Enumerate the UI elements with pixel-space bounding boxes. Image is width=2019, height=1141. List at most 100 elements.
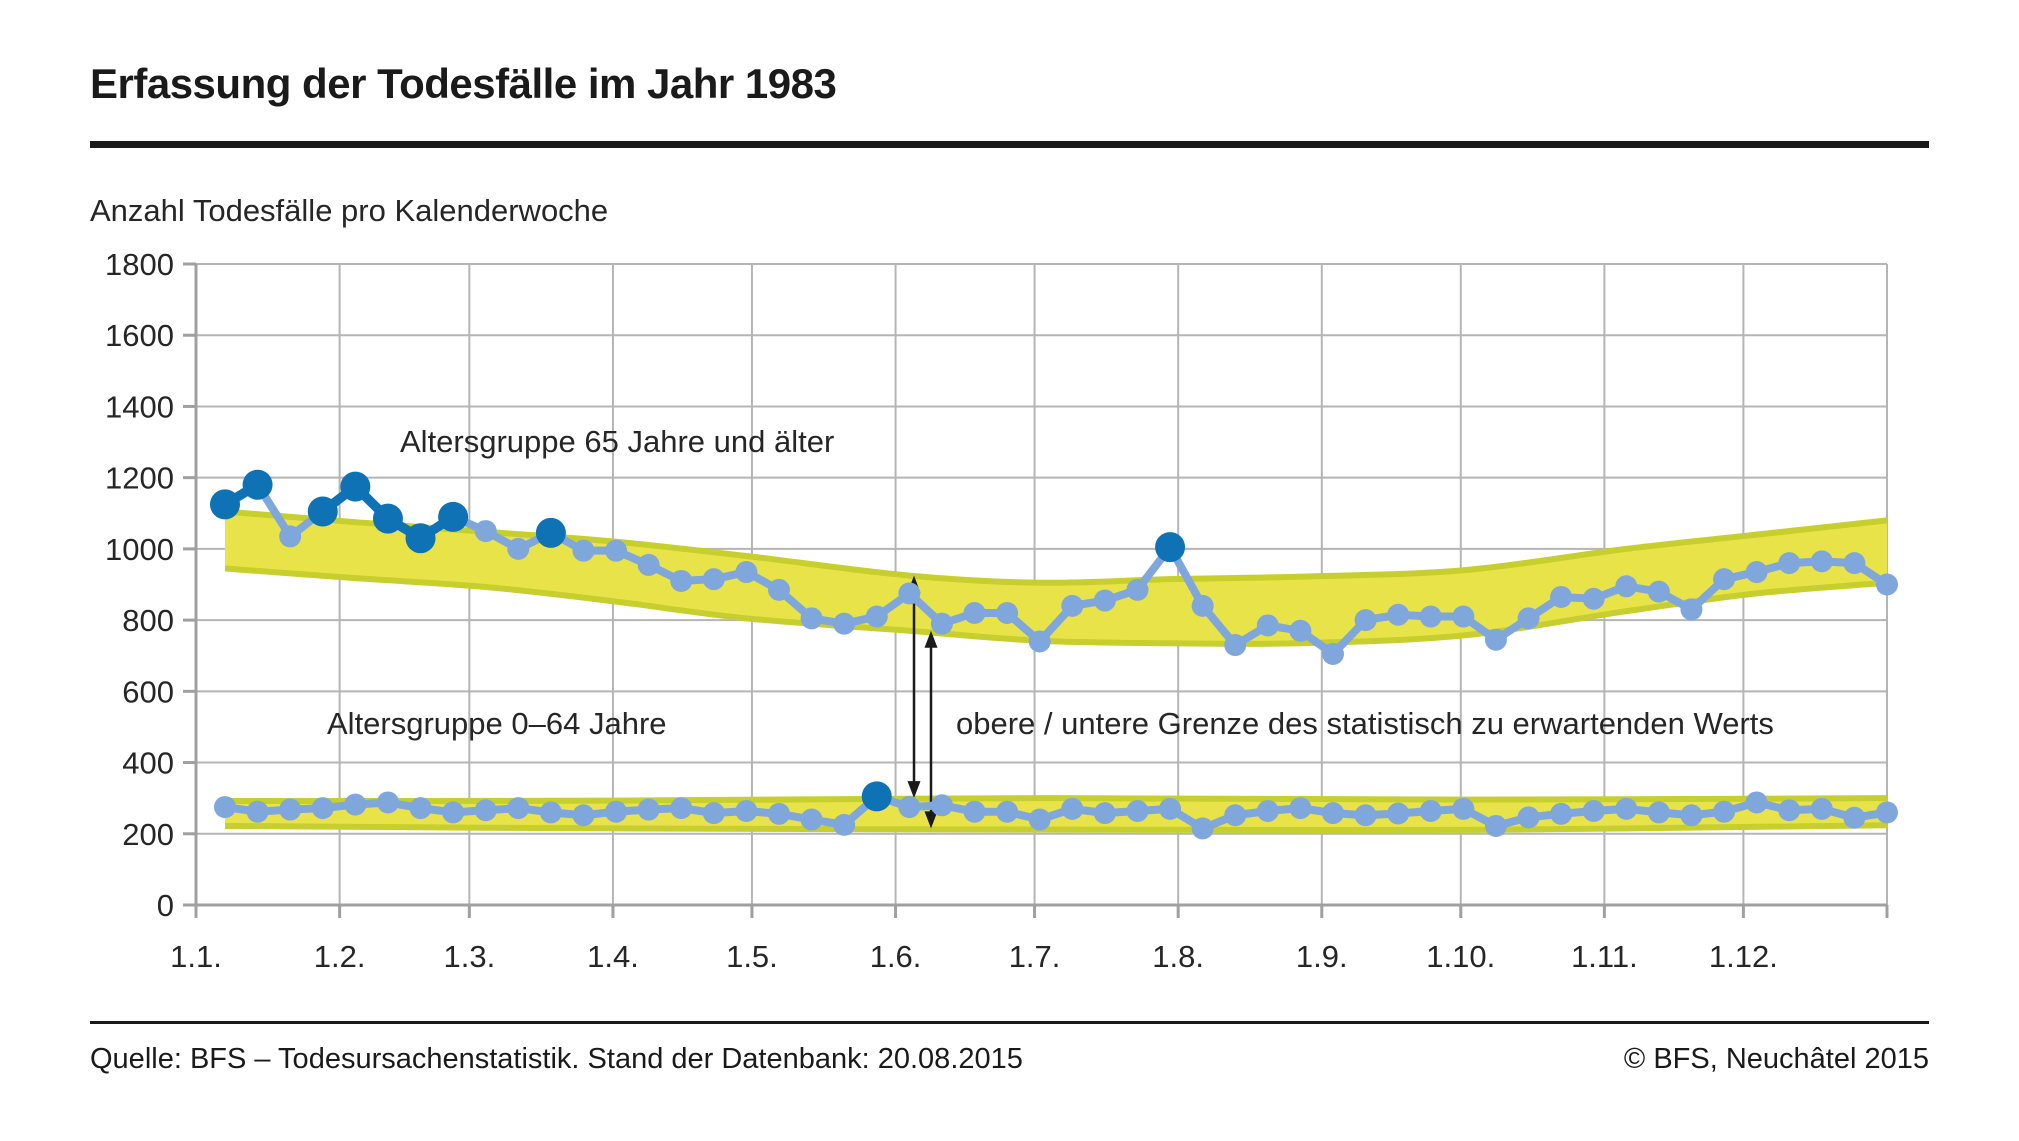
data-point	[1126, 799, 1149, 822]
data-point-highlighted	[1155, 532, 1186, 563]
data-point	[1322, 642, 1344, 665]
data-point	[1713, 568, 1736, 591]
data-point	[1582, 799, 1605, 822]
data-point	[1615, 797, 1638, 820]
series-0	[210, 469, 1898, 665]
data-point	[1093, 589, 1116, 612]
data-point	[1517, 607, 1540, 630]
data-point	[507, 537, 530, 560]
series-0-line	[221, 480, 1891, 658]
data-point	[1550, 585, 1573, 608]
data-point	[1680, 598, 1703, 621]
data-point-highlighted	[210, 489, 240, 520]
x-axis-label-4: 1.4.	[587, 939, 639, 974]
data-point	[1484, 628, 1507, 651]
y-axis-label-0: 0	[157, 888, 174, 923]
data-point	[637, 798, 660, 821]
data-point	[1876, 573, 1898, 596]
data-point	[833, 612, 856, 635]
y-axis-label-200: 200	[122, 817, 174, 852]
data-point	[1028, 808, 1051, 831]
data-point	[279, 798, 302, 821]
axis-label-layer: 0 200 400 600 800 1000 1200 1400 1600 1800 1.1. 1.2…	[105, 247, 1778, 974]
source-note: Quelle: BFS – Todesursachenstatistik. St…	[90, 1043, 1023, 1075]
series-layer	[210, 469, 1898, 840]
x-axis-label-10: 1.10.	[1426, 939, 1495, 974]
data-point	[605, 539, 628, 562]
data-point	[1778, 799, 1801, 822]
data-point-highlighted	[340, 471, 371, 502]
data-point	[1224, 804, 1247, 827]
data-point	[1354, 804, 1377, 827]
x-axis-label-11: 1.11.	[1571, 939, 1638, 974]
data-point-highlighted	[242, 469, 273, 500]
data-point	[1126, 578, 1149, 601]
x-axis-label-2: 1.2.	[314, 939, 366, 974]
data-point	[1843, 552, 1866, 575]
data-point	[735, 799, 758, 822]
data-point	[1452, 605, 1475, 628]
x-axis-label-7: 1.7.	[1009, 939, 1061, 974]
y-axis-label-1600: 1600	[105, 318, 174, 353]
data-point	[1419, 605, 1442, 628]
y-axis-label-600: 600	[122, 674, 174, 709]
data-point	[572, 539, 595, 562]
data-point	[1387, 603, 1410, 626]
data-point	[1615, 575, 1638, 598]
data-point	[1484, 814, 1507, 837]
data-point	[963, 800, 986, 823]
arrowhead-down-icon	[924, 811, 938, 829]
data-point	[1191, 594, 1214, 617]
y-axis-label-1200: 1200	[105, 461, 174, 496]
data-point	[865, 605, 888, 628]
data-point	[735, 561, 758, 584]
data-point-highlighted	[372, 503, 403, 534]
page-title: Erfassung der Todesfälle im Jahr 1983	[90, 60, 837, 107]
data-point	[670, 797, 693, 820]
data-point	[702, 802, 725, 825]
data-point	[1647, 801, 1670, 824]
data-point	[474, 520, 497, 543]
data-point-highlighted	[405, 523, 436, 554]
x-axis-label-8: 1.8.	[1152, 939, 1204, 974]
data-point	[1028, 630, 1051, 653]
data-point	[1452, 797, 1475, 820]
x-axis-label-9: 1.9.	[1296, 939, 1348, 974]
data-point	[376, 791, 399, 814]
data-point	[930, 612, 953, 635]
data-point	[474, 799, 497, 822]
data-point	[1256, 614, 1279, 637]
arrowhead-up-icon	[924, 630, 938, 648]
data-point	[442, 801, 465, 824]
data-point	[1876, 801, 1898, 824]
data-point	[670, 569, 693, 592]
data-point	[1061, 594, 1084, 617]
data-point	[833, 813, 856, 836]
data-point-highlighted	[438, 501, 469, 532]
y-axis-label-1000: 1000	[105, 532, 174, 567]
expected-band-1-upper-edge	[224, 795, 1888, 805]
y-axis-label-800: 800	[122, 603, 174, 638]
annotation-bounds-label: obere / untere Grenze des statistisch zu…	[956, 706, 1774, 741]
data-point	[605, 800, 628, 823]
data-point	[1517, 806, 1540, 829]
data-point	[1093, 802, 1116, 825]
data-point	[246, 800, 269, 823]
data-point	[1550, 802, 1573, 825]
data-point	[1224, 634, 1247, 657]
data-point	[1745, 561, 1768, 584]
copyright-note: © BFS, Neuchâtel 2015	[1623, 1043, 1929, 1075]
data-point	[1582, 587, 1605, 610]
data-point	[1354, 609, 1377, 632]
y-axis-label-400: 400	[122, 746, 174, 781]
data-point	[1289, 797, 1312, 820]
data-point	[344, 793, 367, 816]
data-point	[409, 797, 432, 820]
data-point	[963, 601, 986, 624]
x-axis-label-3: 1.3.	[443, 939, 495, 974]
data-point-highlighted	[535, 517, 566, 548]
data-point	[800, 808, 823, 831]
data-point-highlighted	[307, 496, 338, 527]
